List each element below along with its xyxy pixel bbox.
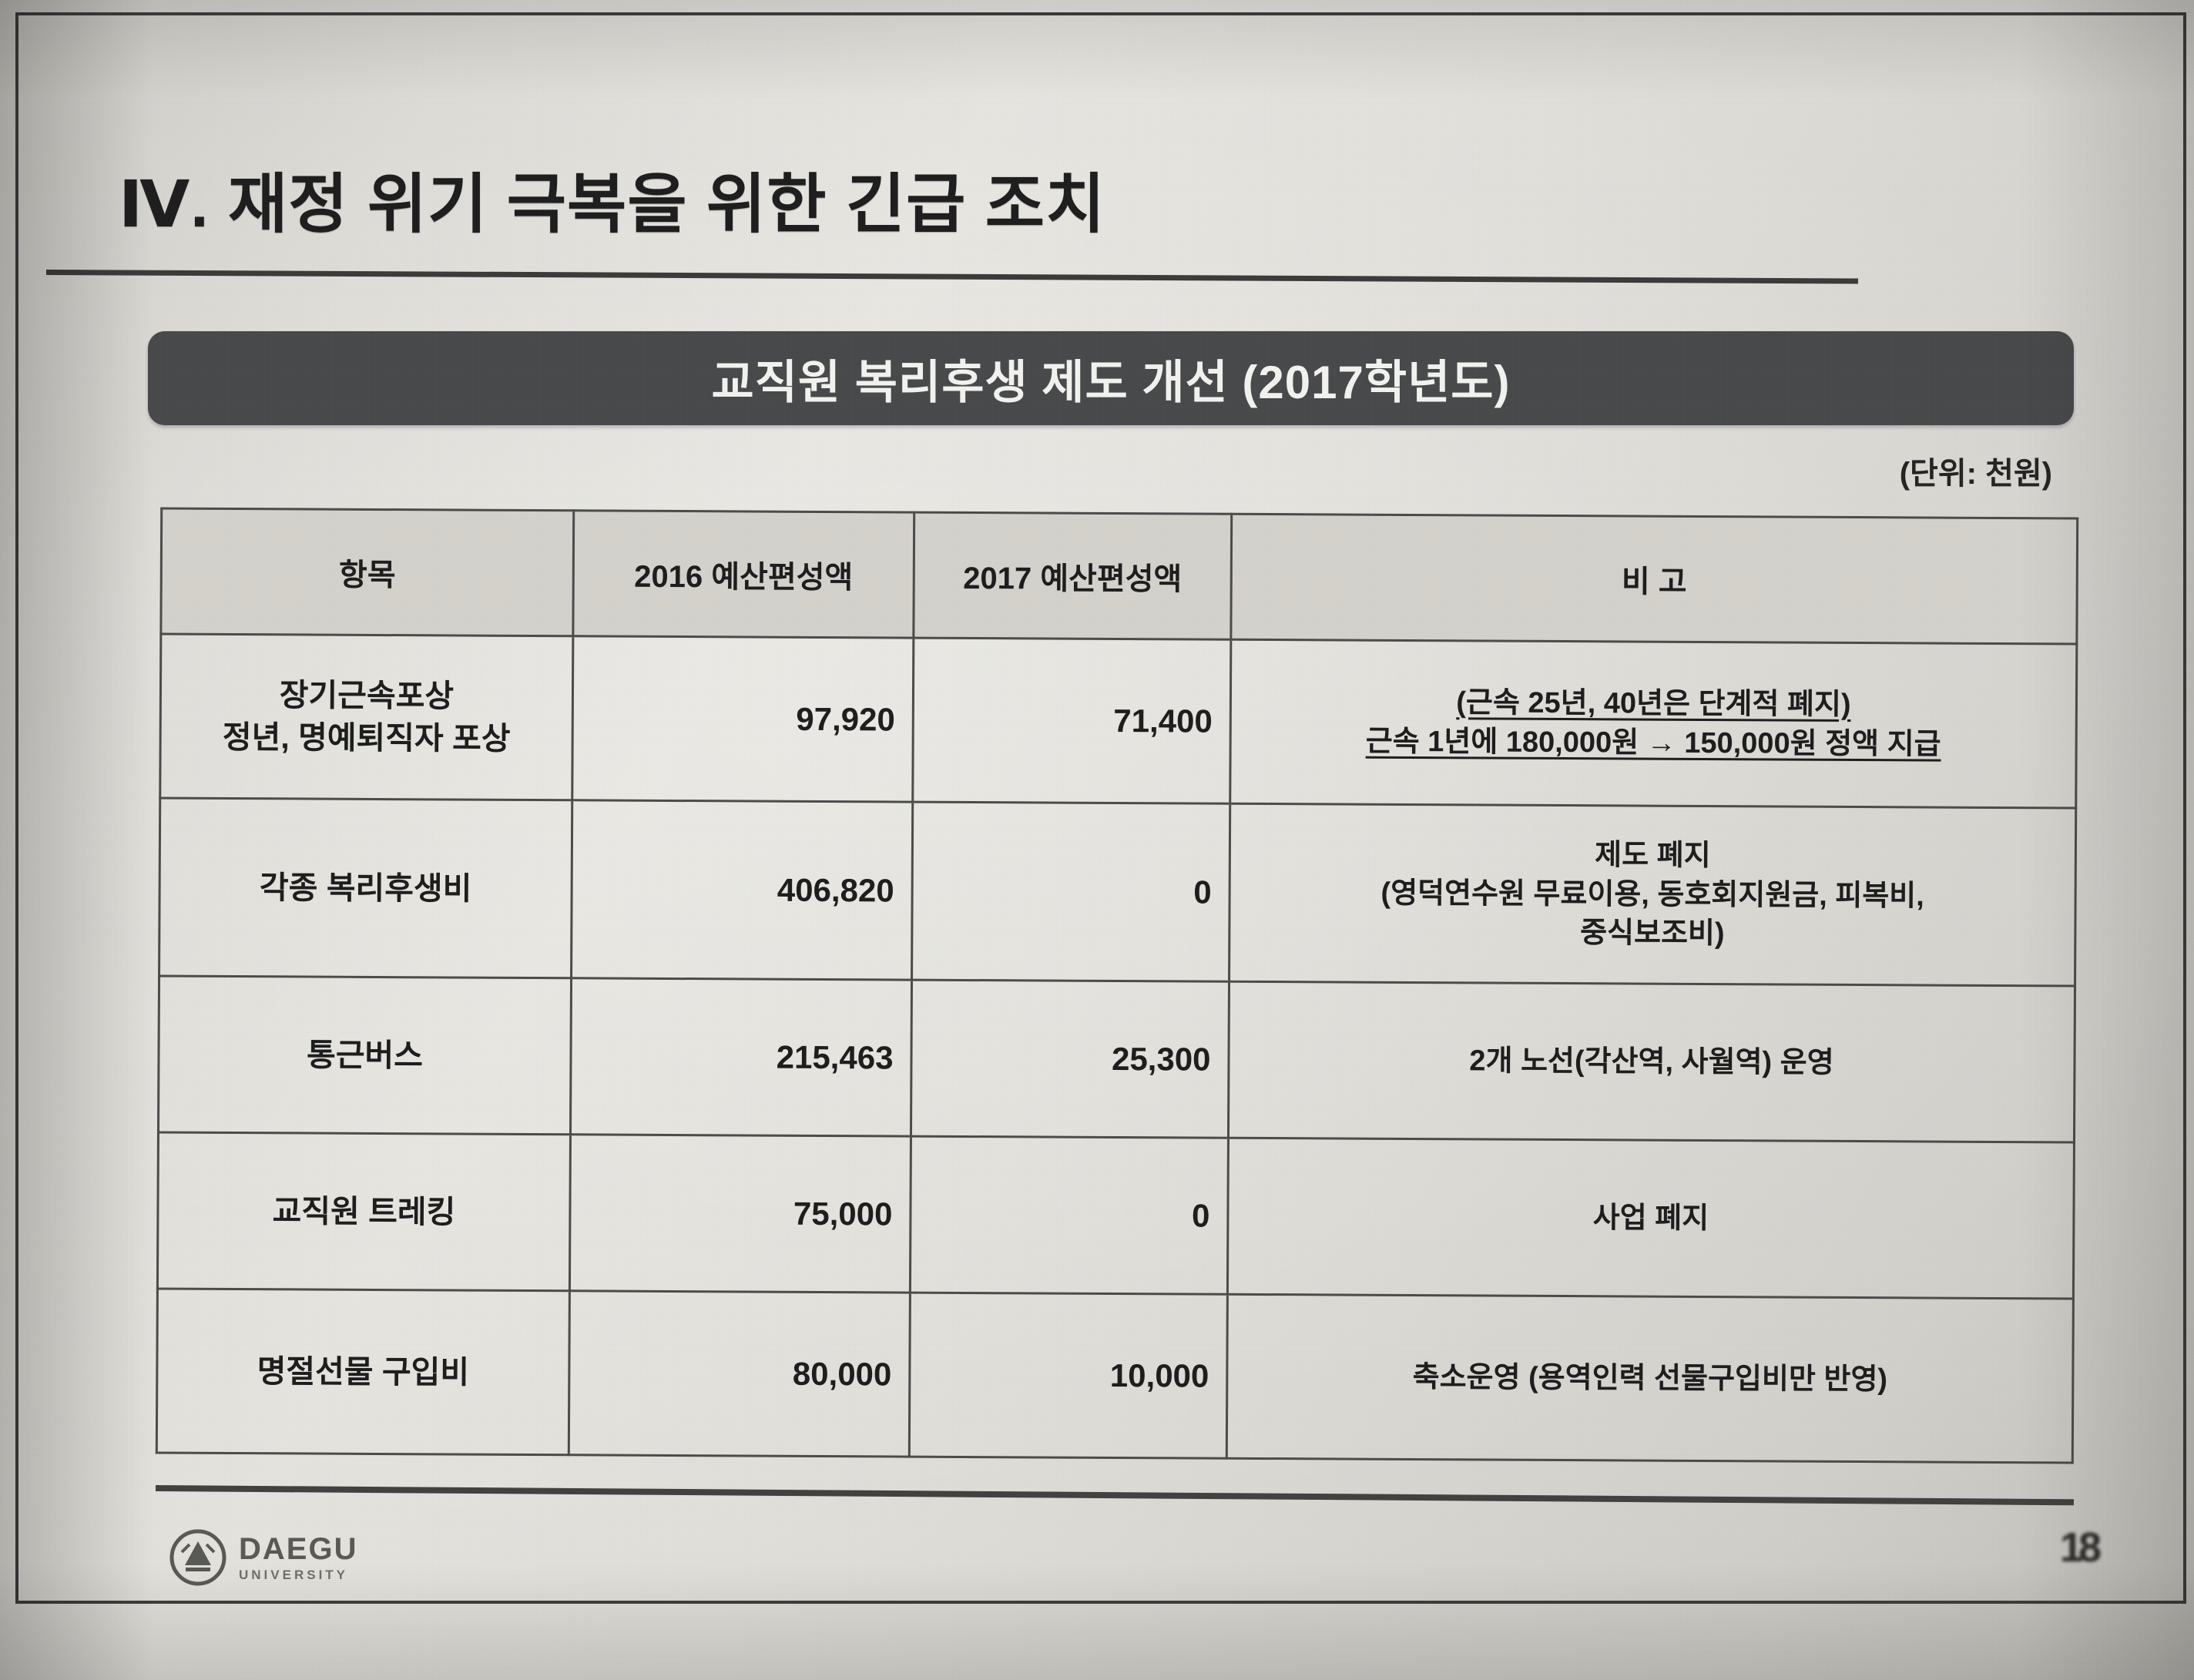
cell-remark: 2개 노선(각산역, 사월역) 운영: [1228, 981, 2075, 1143]
cell-remark-line1: 축소운영 (용역인력 선물구입비만 반영): [1412, 1360, 1888, 1396]
cell-item: 각종 복리후생비: [159, 797, 572, 978]
cell-item-line2: 정년, 명예퇴직자 포상: [222, 719, 511, 756]
cell-2016-budget: 215,463: [570, 977, 912, 1137]
cell-item-line1: 명절선물 구입비: [257, 1353, 470, 1390]
section-banner-label: 교직원 복리후생 제도 개선 (2017학년도): [711, 356, 1511, 408]
cell-item-line1: 각종 복리후생비: [259, 869, 472, 907]
page-title: Ⅳ. 재정 위기 극복을 위한 긴급 조치: [119, 168, 1106, 240]
cell-item: 명절선물 구입비: [156, 1288, 570, 1455]
cell-remark-line1: 사업 폐지: [1592, 1201, 1709, 1235]
logo-wordmark: DAEGU UNIVERSITY: [239, 1534, 357, 1581]
title-divider: [45, 270, 1858, 284]
welfare-budget-table: 항목 2016 예산편성액 2017 예산편성액 비 고 장기근속포상 정년, …: [156, 507, 2078, 1464]
cell-2016-budget: 97,920: [572, 635, 914, 803]
university-emblem-icon: [169, 1529, 226, 1586]
table-row: 교직원 트레킹 75,000 0 사업 폐지: [157, 1132, 2075, 1299]
cell-2017-budget: 0: [910, 1136, 1229, 1295]
cell-2017-budget: 0: [911, 802, 1230, 982]
cell-2017-budget: 25,300: [911, 980, 1230, 1138]
cell-2017-budget: 71,400: [912, 638, 1231, 804]
footer-divider: [155, 1485, 2074, 1506]
cell-item-line1: 장기근속포상: [279, 677, 455, 714]
cell-2016-budget: 75,000: [569, 1134, 911, 1293]
cell-2017-budget: 10,000: [909, 1293, 1228, 1459]
cell-remark-line1: 2개 노선(각산역, 사월역) 운영: [1469, 1044, 1834, 1079]
cell-remark-line2: 근속 1년에 180,000원 → 150,000원 정액 지급: [1365, 725, 1941, 761]
cell-item-line1: 통근버스: [306, 1037, 424, 1074]
table-row: 장기근속포상 정년, 명예퇴직자 포상 97,920 71,400 (근속 25…: [159, 633, 2077, 809]
cell-remark: 제도 폐지 (영덕연수원 무료이용, 동호회지원금, 피복비, 중식보조비): [1229, 803, 2076, 987]
column-header-2016-budget: 2016 예산편성액: [572, 510, 914, 639]
cell-remark: (근속 25년, 40년은 단계적 폐지) 근속 1년에 180,000원 → …: [1230, 639, 2077, 809]
cell-remark-line2: (영덕연수원 무료이용, 동호회지원금, 피복비,: [1380, 877, 1924, 913]
cell-2016-budget: 80,000: [569, 1290, 911, 1457]
section-banner: 교직원 복리후생 제도 개선 (2017학년도): [148, 331, 2074, 425]
table-row: 각종 복리후생비 406,820 0 제도 폐지 (영덕연수원 무료이용, 동호…: [159, 797, 2076, 987]
logo-subtitle: UNIVERSITY: [239, 1568, 349, 1582]
column-header-2017-budget: 2017 예산편성액: [913, 512, 1232, 640]
cell-item: 교직원 트레킹: [157, 1132, 571, 1291]
cell-item-line1: 교직원 트레킹: [272, 1192, 456, 1230]
cell-remark-line1: 제도 폐지: [1595, 838, 1711, 872]
cell-remark-line3: 중식보조비): [1580, 917, 1725, 951]
cell-item: 장기근속포상 정년, 명예퇴직자 포상: [159, 633, 573, 800]
logo-name: DAEGU: [239, 1532, 358, 1566]
unit-note: (단위: 천원): [1899, 457, 2052, 491]
cell-remark-line1: (근속 25년, 40년은 단계적 폐지): [1456, 686, 1851, 722]
page-number: 18: [2059, 1524, 2102, 1571]
table-row: 통근버스 215,463 25,300 2개 노선(각산역, 사월역) 운영: [158, 975, 2075, 1143]
table-header-row: 항목 2016 예산편성액 2017 예산편성액 비 고: [160, 508, 2078, 645]
table-row: 명절선물 구입비 80,000 10,000 축소운영 (용역인력 선물구입비만…: [156, 1288, 2074, 1464]
slide-frame: Ⅳ. 재정 위기 극복을 위한 긴급 조치 교직원 복리후생 제도 개선 (20…: [15, 12, 2186, 1604]
column-header-item: 항목: [160, 508, 574, 636]
cell-remark: 축소운영 (용역인력 선물구입비만 반영): [1226, 1294, 2074, 1464]
daegu-university-logo: DAEGU UNIVERSITY: [169, 1529, 357, 1586]
column-header-remark: 비 고: [1230, 514, 2078, 645]
cell-remark: 사업 폐지: [1227, 1138, 2075, 1299]
cell-item: 통근버스: [158, 975, 572, 1135]
cell-2016-budget: 406,820: [571, 800, 913, 981]
